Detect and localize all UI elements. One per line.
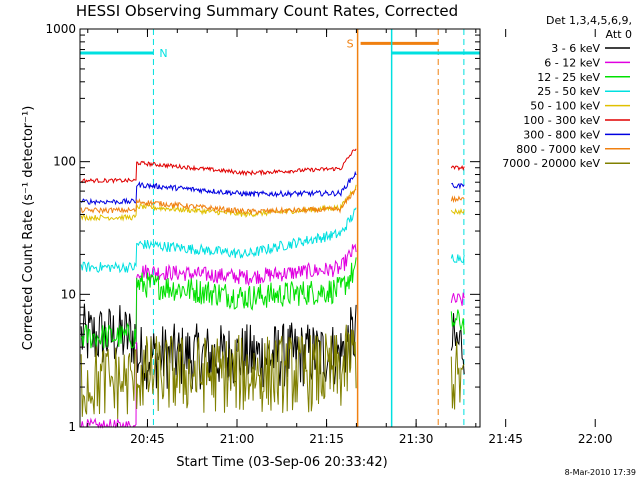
plot-frame	[79, 28, 481, 428]
x-tick-label: 22:00	[578, 432, 613, 446]
instrument-markers: NS	[159, 37, 353, 60]
legend-label: 100 - 300 keV	[523, 114, 600, 127]
x-tick-label: 21:30	[399, 432, 434, 446]
series-line-post	[450, 341, 465, 410]
series-line-post	[451, 182, 465, 190]
series-line	[80, 324, 357, 419]
series-line	[80, 207, 357, 274]
series-layer	[80, 148, 465, 429]
y-tick-label: 100	[53, 155, 76, 169]
series-line	[80, 257, 357, 349]
legend-label: 25 - 50 keV	[537, 85, 600, 98]
chart-title: HESSI Observing Summary Count Rates, Cor…	[76, 2, 458, 20]
legend-header-line2: Att 0	[606, 28, 632, 41]
x-tick-label: 21:45	[488, 432, 523, 446]
legend-label: 12 - 25 keV	[537, 71, 600, 84]
series-line	[80, 148, 357, 185]
x-tick-label: 20:45	[130, 432, 165, 446]
axis-ticks: 1 10 100 1000 20:45 21:00 21:15 21:30 21:45 22:00	[45, 22, 612, 446]
series-line-post	[450, 309, 465, 334]
y-tick-label: 10	[61, 287, 76, 301]
series-line-post	[450, 165, 465, 171]
legend-header-line1: Det 1,3,4,5,6,9,	[546, 14, 632, 27]
y-tick-label: 1000	[45, 22, 76, 36]
legend-label: 6 - 12 keV	[544, 56, 600, 69]
annotation-n: N	[159, 47, 167, 60]
annotation-s: S	[347, 37, 354, 50]
series-line	[80, 188, 357, 216]
series-line	[80, 170, 357, 206]
legend-label: 7000 - 20000 keV	[502, 157, 600, 170]
y-axis-label: Corrected Count Rate (s⁻¹ detector⁻¹)	[21, 106, 36, 351]
x-tick-label: 21:15	[309, 432, 344, 446]
legend-label: 800 - 7000 keV	[516, 143, 600, 156]
status-bands	[80, 29, 480, 427]
series-line-post	[450, 313, 465, 375]
legend-label: 3 - 6 keV	[551, 42, 600, 55]
series-line	[80, 243, 357, 429]
x-axis-label: Start Time (03-Sep-06 20:33:42)	[176, 455, 387, 470]
x-tick-label: 21:00	[220, 432, 255, 446]
series-line-post	[450, 254, 465, 263]
footer-timestamp: 8-Mar-2010 17:39	[565, 468, 636, 477]
series-line-post	[450, 195, 465, 204]
y-tick-label: 1	[68, 420, 76, 434]
series-line-post	[450, 292, 465, 306]
legend-label: 50 - 100 keV	[530, 100, 600, 113]
legend-label: 300 - 800 keV	[523, 128, 600, 141]
series-line-post	[450, 207, 465, 216]
